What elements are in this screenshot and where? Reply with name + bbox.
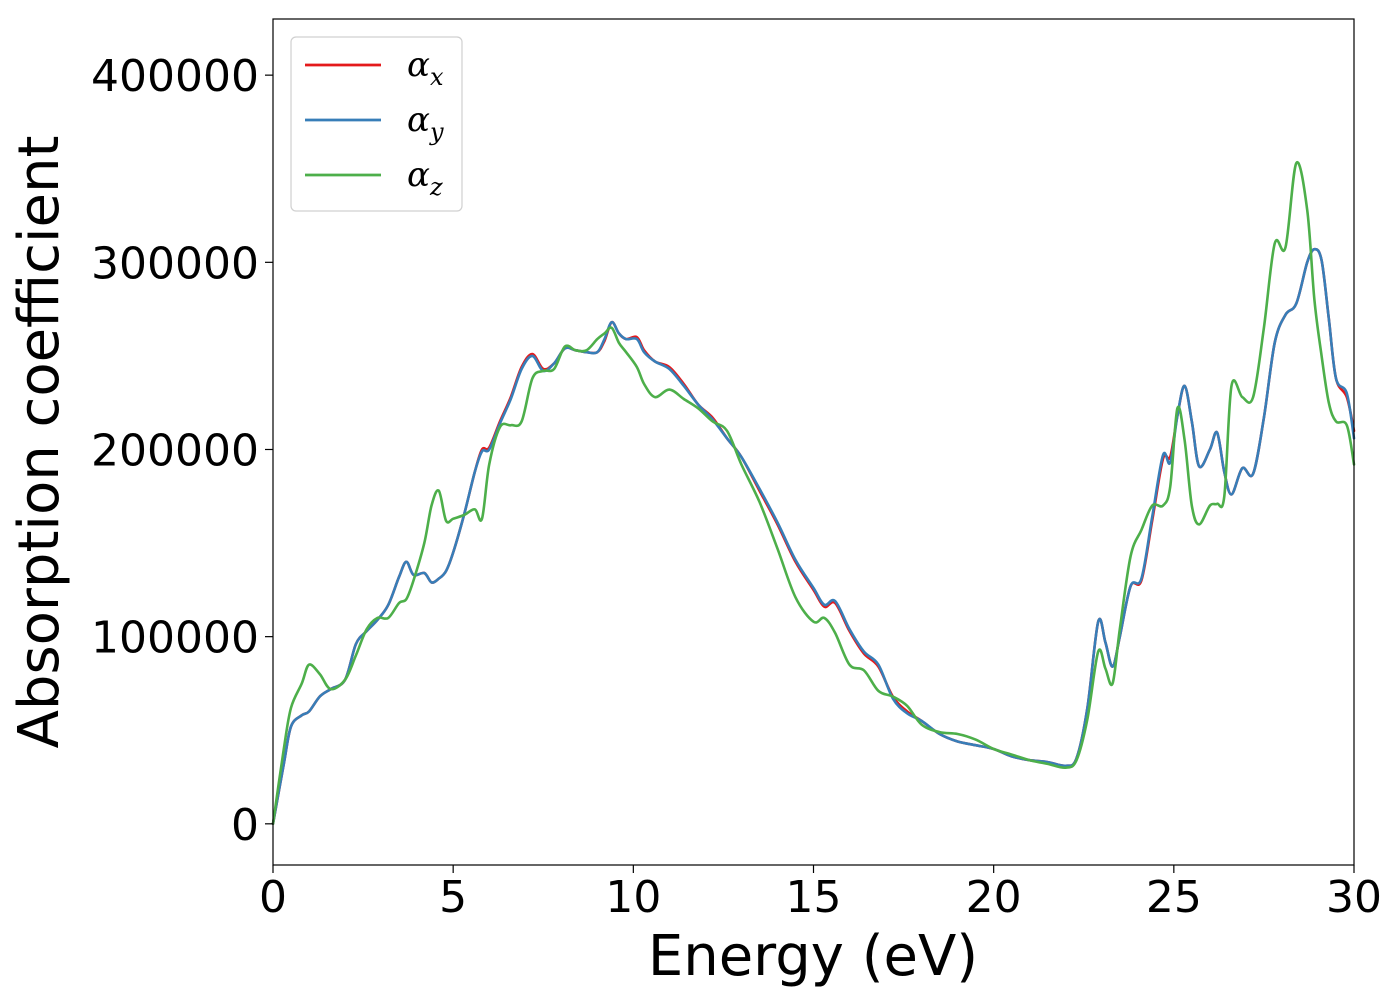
legend-label-y: αy (407, 100, 444, 146)
series-layer (271, 161, 1356, 826)
legend-box (290, 36, 463, 212)
y-axis: 0 100000 200000 300000 400000 (91, 51, 273, 851)
legend: αx αy αz (290, 36, 463, 212)
x-tick-label: 25 (1146, 872, 1202, 923)
y-axis-label: Absorption coefficient (7, 136, 72, 749)
y-tick-label: 300000 (91, 238, 259, 289)
x-tick-label: 0 (259, 872, 287, 923)
series-line-z (271, 161, 1356, 826)
x-axis-label: Energy (eV) (648, 924, 978, 989)
x-tick-label: 30 (1326, 872, 1382, 923)
legend-label-z: αz (407, 155, 443, 201)
x-tick-label: 10 (605, 872, 661, 923)
series-line-y (271, 247, 1356, 826)
x-tick-label: 5 (439, 872, 467, 923)
y-tick-label: 0 (231, 800, 259, 851)
y-tick-label: 200000 (91, 425, 259, 476)
x-tick-label: 20 (966, 872, 1022, 923)
legend-label-x: αx (407, 45, 444, 91)
y-tick-label: 100000 (91, 613, 259, 664)
x-tick-label: 15 (786, 872, 842, 923)
x-axis: 0 5 10 15 20 25 30 (259, 865, 1382, 923)
y-tick-label: 400000 (91, 51, 259, 102)
